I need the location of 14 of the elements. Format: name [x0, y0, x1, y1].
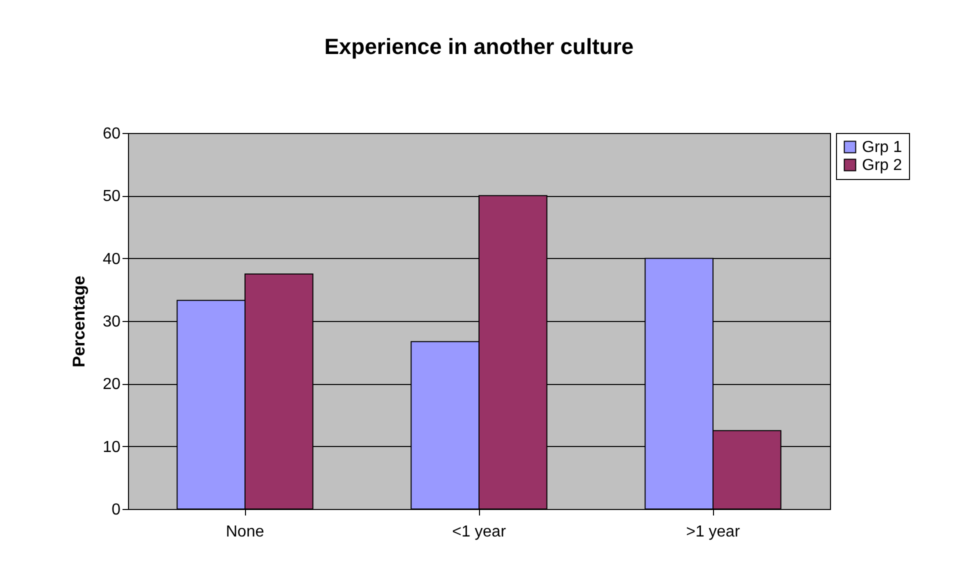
y-tick-label: 20 — [102, 376, 121, 394]
x-tick-label: <1 year — [452, 524, 507, 540]
legend-label: Grp 2 — [862, 157, 902, 174]
x-tick-label: >1 year — [686, 524, 741, 540]
y-tick-label: 60 — [102, 126, 121, 142]
y-tick-label: 50 — [102, 188, 121, 206]
y-tick-label: 0 — [112, 502, 121, 518]
y-tick-label: 30 — [102, 314, 121, 330]
y-tick-label: 10 — [102, 438, 121, 456]
legend-label: Grp 1 — [862, 139, 902, 156]
y-axis-title: Percentage — [70, 276, 89, 368]
x-tick-label: None — [226, 524, 264, 540]
chart-title: Experience in another culture — [324, 34, 634, 59]
y-tick-label: 40 — [102, 250, 121, 268]
